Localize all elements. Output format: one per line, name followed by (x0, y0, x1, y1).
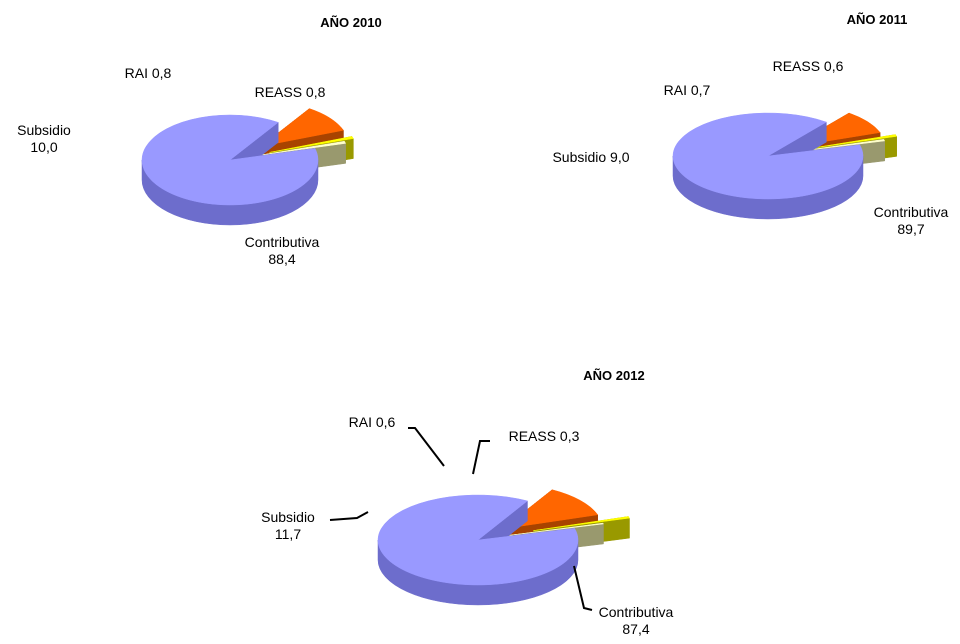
slice-top (792, 139, 886, 153)
slice-top (506, 522, 604, 536)
slice-top (377, 494, 579, 586)
slice-contributiva (141, 114, 319, 226)
slice-contributiva (377, 494, 579, 606)
slice-top (141, 114, 319, 206)
data-label-contributiva: Contributiva 89,7 (874, 204, 949, 237)
leader-line (408, 427, 445, 467)
slice-contributiva (672, 112, 864, 220)
data-label-contributiva: Contributiva 88,4 (245, 234, 320, 267)
chart-title: AÑO 2011 (847, 12, 908, 27)
data-label-reass: REASS 0,3 (509, 428, 580, 444)
data-label-contributiva: Contributiva 87,4 (599, 604, 674, 637)
data-label-rai: RAI 0,8 (125, 65, 172, 81)
slice-top (261, 108, 344, 147)
data-label-subsidio: Subsidio 11,7 (261, 509, 315, 542)
pie-chart-1: AÑO 2010 Contributiva 88,4 Subsidio 10,0 RAI … (17, 15, 382, 267)
slice-top (533, 516, 630, 531)
data-label-rai: RAI 0,6 (349, 414, 396, 430)
leader-line (472, 440, 490, 475)
data-label-reass: REASS 0,6 (773, 58, 844, 74)
pie-chart-2: AÑO 2011 Contributiva 89,7 Subsidio 9,0 RAI … (552, 12, 948, 237)
chart-title: AÑO 2012 (583, 368, 644, 383)
data-label-subsidio: Subsidio 9,0 (552, 149, 629, 165)
data-label-reass: REASS 0,8 (255, 84, 326, 100)
pie-chart-3: AÑO 2012 Contributiva 87,4 Subsidio 11,7 RAI … (261, 368, 673, 637)
slice-top (269, 136, 354, 153)
chart-title: AÑO 2010 (320, 15, 381, 30)
leader-line (573, 565, 593, 611)
slice-top (260, 140, 347, 156)
data-label-rai: RAI 0,7 (664, 82, 711, 98)
leader-line (329, 511, 369, 521)
slice-top (805, 134, 898, 150)
slice-top (672, 112, 864, 200)
data-label-subsidio: Subsidio 10,0 (17, 122, 71, 155)
